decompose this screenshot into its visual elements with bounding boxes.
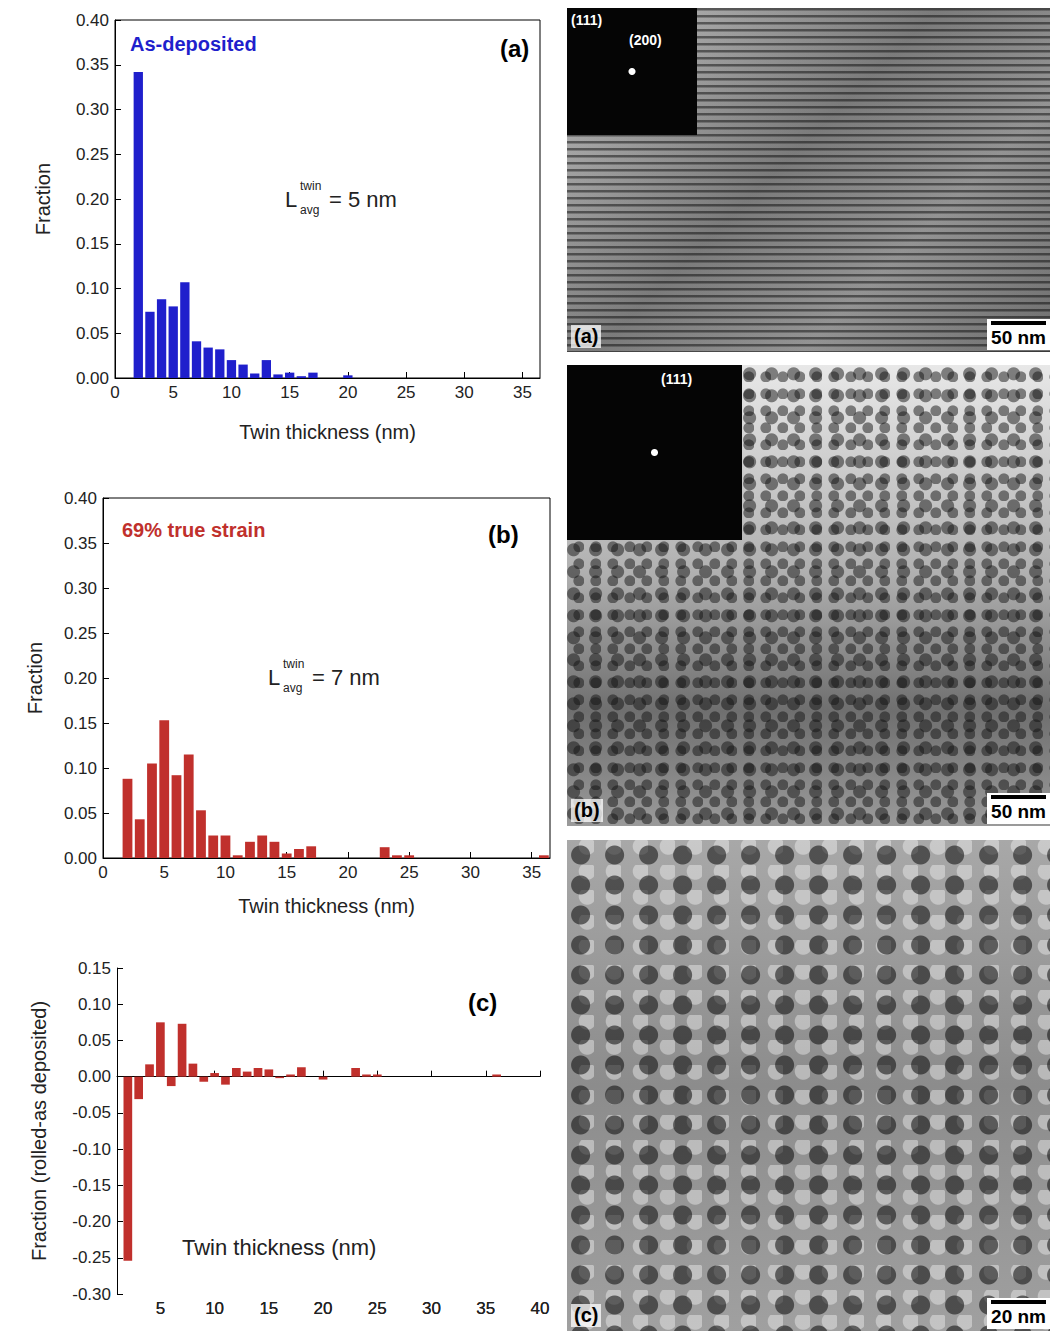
svg-text:As-deposited: As-deposited [130, 33, 257, 55]
svg-text:0.10: 0.10 [64, 759, 97, 778]
svg-text:25: 25 [368, 1299, 387, 1318]
svg-text:= 5 nm: = 5 nm [329, 187, 397, 212]
svg-text:69% true strain: 69% true strain [122, 519, 265, 541]
svg-text:Twin thickness (nm): Twin thickness (nm) [238, 895, 415, 917]
svg-text:0.25: 0.25 [76, 145, 109, 164]
svg-text:avg: avg [300, 203, 319, 217]
svg-text:15: 15 [280, 383, 299, 402]
svg-text:Twin thickness (nm): Twin thickness (nm) [182, 1235, 376, 1260]
svg-text:(b): (b) [488, 521, 519, 548]
svg-text:0.00: 0.00 [78, 1067, 111, 1086]
svg-text:0.00: 0.00 [76, 369, 109, 388]
html-text:(b): (b) [574, 799, 600, 821]
svg-text:20: 20 [338, 383, 357, 402]
svg-text:20: 20 [338, 863, 357, 882]
svg-text:-0.30: -0.30 [72, 1285, 111, 1304]
svg-text:0.00: 0.00 [64, 849, 97, 868]
svg-text:0.30: 0.30 [76, 100, 109, 119]
svg-text:0.35: 0.35 [76, 55, 109, 74]
svg-text:Fraction: Fraction [24, 642, 46, 714]
svg-text:= 7 nm: = 7 nm [312, 665, 380, 690]
svg-text:avg: avg [283, 681, 302, 695]
svg-text:20: 20 [314, 1299, 333, 1318]
svg-text:0.20: 0.20 [64, 669, 97, 688]
svg-text:-0.10: -0.10 [72, 1140, 111, 1159]
svg-text:0.25: 0.25 [64, 624, 97, 643]
svg-text:twin: twin [283, 657, 304, 671]
svg-text:35: 35 [476, 1299, 495, 1318]
svg-text:30: 30 [422, 1299, 441, 1318]
svg-text:5: 5 [159, 863, 168, 882]
svg-text:-0.20: -0.20 [72, 1212, 111, 1231]
svg-text:Fraction: Fraction [32, 163, 54, 235]
svg-text:0: 0 [110, 383, 119, 402]
svg-text:15: 15 [259, 1299, 278, 1318]
html-text:50 nm: 50 nm [991, 801, 1046, 822]
svg-text:10: 10 [205, 1299, 224, 1318]
html-text:(200): (200) [629, 32, 662, 48]
svg-text:0.15: 0.15 [76, 234, 109, 253]
svg-text:-0.05: -0.05 [72, 1103, 111, 1122]
svg-text:0.05: 0.05 [64, 804, 97, 823]
html-text:20 nm: 20 nm [991, 1306, 1046, 1327]
svg-text:Fraction (rolled-as deposited): Fraction (rolled-as deposited) [28, 1001, 50, 1261]
svg-text:0.40: 0.40 [76, 11, 109, 30]
svg-text:0.35: 0.35 [64, 534, 97, 553]
svg-text:15: 15 [277, 863, 296, 882]
svg-text:25: 25 [368, 1299, 387, 1318]
svg-text:5: 5 [156, 1299, 165, 1318]
svg-text:40: 40 [531, 1299, 550, 1318]
svg-text:10: 10 [222, 383, 241, 402]
html-text:50 nm: 50 nm [991, 327, 1046, 348]
svg-text:35: 35 [476, 1299, 495, 1318]
svg-text:-0.15: -0.15 [72, 1176, 111, 1195]
svg-text:20: 20 [314, 1299, 333, 1318]
svg-text:5: 5 [168, 383, 177, 402]
svg-text:35: 35 [513, 383, 532, 402]
html-text:(c): (c) [574, 1304, 599, 1326]
svg-text:40: 40 [531, 1299, 550, 1318]
html-text:(111): (111) [661, 371, 693, 387]
svg-text:(c): (c) [468, 989, 497, 1016]
svg-text:0.30: 0.30 [64, 579, 97, 598]
svg-text:25: 25 [400, 863, 419, 882]
svg-text:Twin thickness (nm): Twin thickness (nm) [239, 421, 416, 443]
svg-text:0.15: 0.15 [64, 714, 97, 733]
svg-text:30: 30 [422, 1299, 441, 1318]
svg-text:0.05: 0.05 [76, 324, 109, 343]
svg-text:30: 30 [461, 863, 480, 882]
svg-text:15: 15 [259, 1299, 278, 1318]
svg-text:-0.25: -0.25 [72, 1248, 111, 1267]
svg-text:10: 10 [216, 863, 235, 882]
svg-text:25: 25 [397, 383, 416, 402]
svg-text:twin: twin [300, 179, 321, 193]
svg-text:0.40: 0.40 [64, 489, 97, 508]
svg-text:0.10: 0.10 [78, 995, 111, 1014]
svg-text:(a): (a) [500, 35, 529, 62]
svg-text:0: 0 [98, 863, 107, 882]
svg-text:35: 35 [522, 863, 541, 882]
svg-text:L: L [268, 665, 280, 690]
html-text:(a): (a) [574, 325, 599, 347]
svg-text:0.15: 0.15 [78, 959, 111, 978]
svg-text:L: L [285, 187, 297, 212]
svg-text:30: 30 [455, 383, 474, 402]
html-text:(111): (111) [571, 12, 603, 28]
svg-text:10: 10 [205, 1299, 224, 1318]
svg-text:0.20: 0.20 [76, 190, 109, 209]
svg-text:5: 5 [156, 1299, 165, 1318]
svg-text:0.10: 0.10 [76, 279, 109, 298]
svg-text:0.05: 0.05 [78, 1031, 111, 1050]
